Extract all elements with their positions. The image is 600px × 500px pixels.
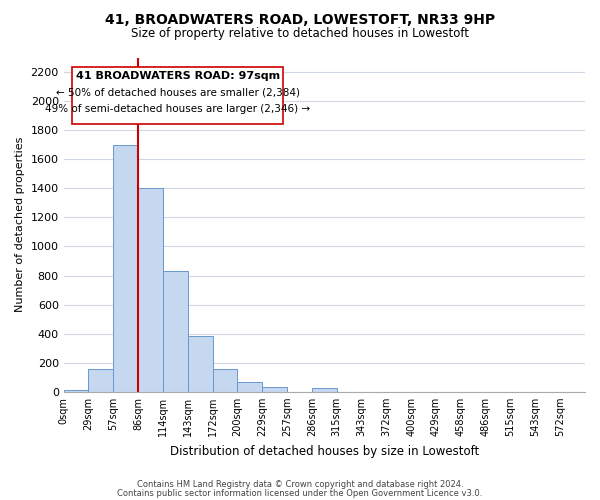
Text: ← 50% of detached houses are smaller (2,384): ← 50% of detached houses are smaller (2,… xyxy=(56,88,300,98)
Text: Size of property relative to detached houses in Lowestoft: Size of property relative to detached ho… xyxy=(131,28,469,40)
Bar xyxy=(73,67,283,124)
Text: Contains HM Land Registry data © Crown copyright and database right 2024.: Contains HM Land Registry data © Crown c… xyxy=(137,480,463,489)
Bar xyxy=(238,382,262,392)
Bar xyxy=(88,368,113,392)
Bar xyxy=(212,368,238,392)
Bar xyxy=(262,388,287,392)
Bar xyxy=(163,271,188,392)
Bar xyxy=(113,144,138,392)
Text: Contains public sector information licensed under the Open Government Licence v3: Contains public sector information licen… xyxy=(118,488,482,498)
X-axis label: Distribution of detached houses by size in Lowestoft: Distribution of detached houses by size … xyxy=(170,444,479,458)
Text: 41, BROADWATERS ROAD, LOWESTOFT, NR33 9HP: 41, BROADWATERS ROAD, LOWESTOFT, NR33 9H… xyxy=(105,12,495,26)
Bar xyxy=(188,336,212,392)
Text: 41 BROADWATERS ROAD: 97sqm: 41 BROADWATERS ROAD: 97sqm xyxy=(76,70,280,81)
Bar xyxy=(138,188,163,392)
Bar xyxy=(312,388,337,392)
Bar xyxy=(64,390,88,392)
Y-axis label: Number of detached properties: Number of detached properties xyxy=(15,137,25,312)
Text: 49% of semi-detached houses are larger (2,346) →: 49% of semi-detached houses are larger (… xyxy=(46,104,310,114)
